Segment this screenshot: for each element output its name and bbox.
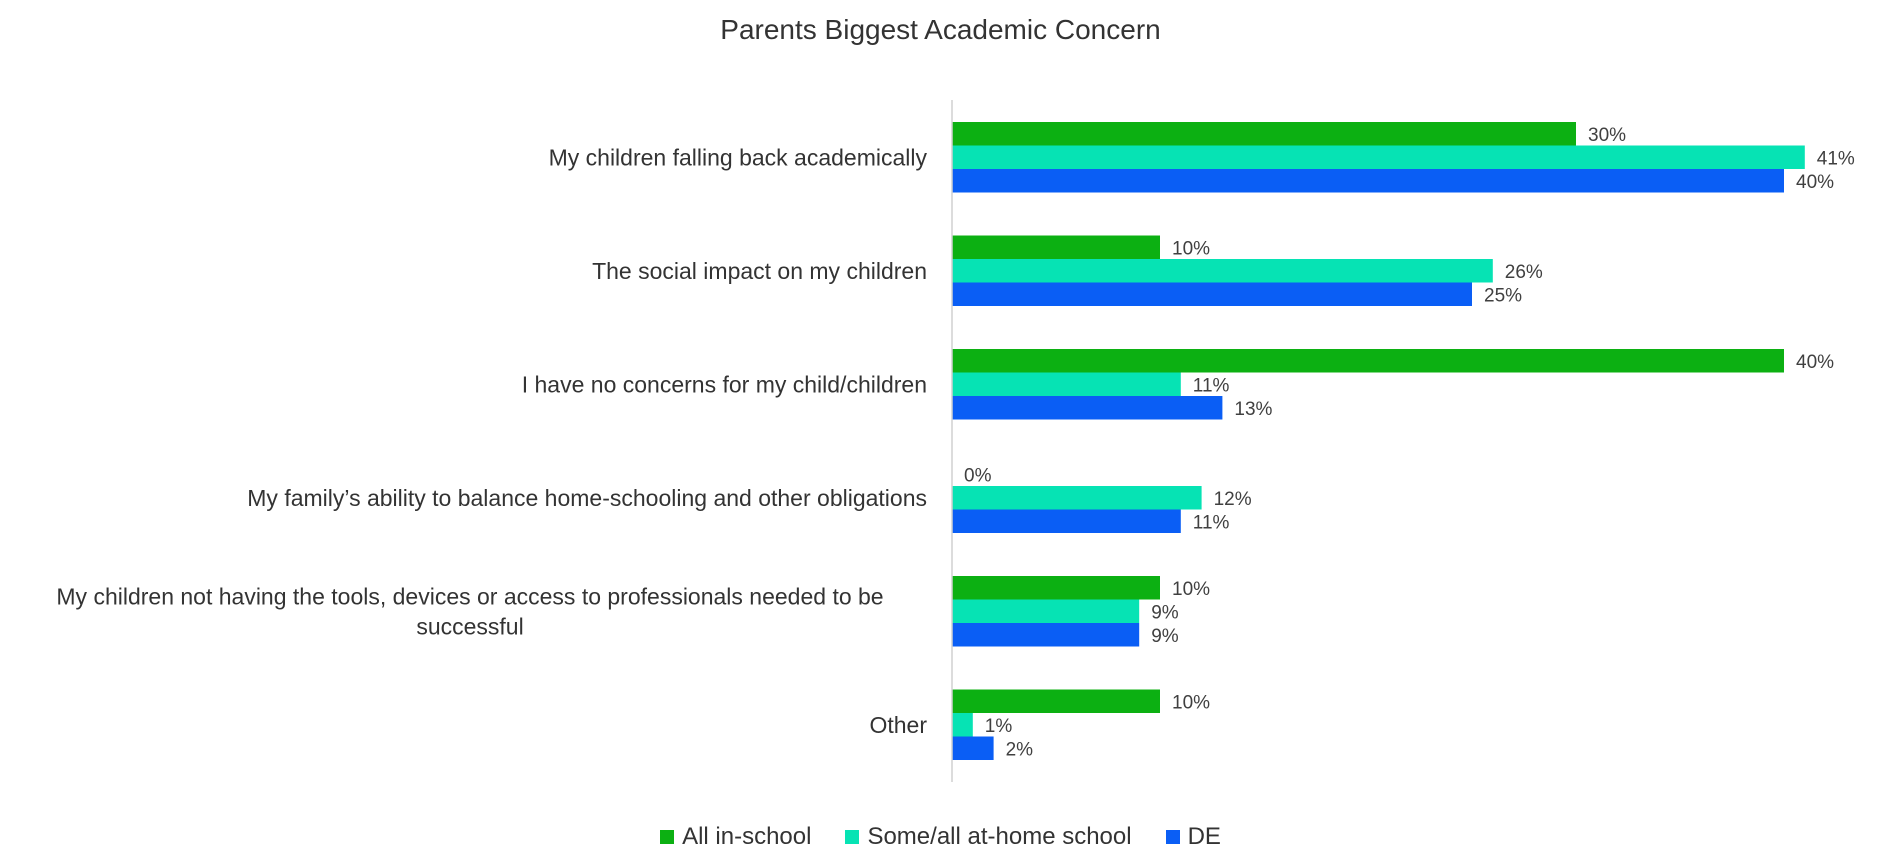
bar-category-3-series-2 bbox=[952, 372, 1181, 396]
legend-label-all-in-school: All in-school bbox=[682, 823, 812, 850]
bar-category-5-series-1 bbox=[952, 576, 1160, 600]
legend-item-at-home-school: Some/all at-home school bbox=[845, 823, 1132, 851]
category-5-label: My children not having the tools, device… bbox=[56, 583, 883, 639]
value-label-category-2-series-2: 26% bbox=[1505, 262, 1543, 283]
bar-category-3-series-3 bbox=[952, 396, 1223, 420]
value-label-category-2-series-3: 25% bbox=[1484, 285, 1522, 306]
value-label-category-4-series-1: 0% bbox=[964, 465, 992, 486]
bar-category-3-series-1 bbox=[952, 349, 1784, 373]
legend-swatch-all-in-school bbox=[660, 830, 675, 844]
category-6-label: Other bbox=[869, 712, 927, 738]
value-label-category-4-series-2: 12% bbox=[1214, 489, 1252, 510]
bar-category-2-series-1 bbox=[952, 235, 1160, 259]
bar-category-4-series-2 bbox=[952, 486, 1202, 510]
legend-label-at-home-school: Some/all at-home school bbox=[867, 823, 1132, 850]
bar-category-4-series-3 bbox=[952, 509, 1181, 533]
value-label-category-6-series-1: 10% bbox=[1172, 692, 1210, 713]
value-label-category-3-series-2: 11% bbox=[1193, 375, 1230, 396]
value-label-category-2-series-1: 10% bbox=[1172, 238, 1210, 259]
value-label-category-1-series-2: 41% bbox=[1817, 148, 1855, 169]
bar-category-6-series-3 bbox=[952, 736, 994, 760]
legend-item-all-in-school: All in-school bbox=[660, 823, 811, 851]
legend-swatch-de bbox=[1165, 830, 1180, 844]
legend-item-de: DE bbox=[1165, 823, 1221, 851]
bar-category-1-series-3 bbox=[952, 169, 1784, 193]
bar-category-2-series-2 bbox=[952, 259, 1493, 283]
value-label-category-1-series-3: 40% bbox=[1796, 172, 1834, 193]
value-label-category-3-series-3: 13% bbox=[1234, 399, 1272, 420]
value-label-category-1-series-1: 30% bbox=[1588, 125, 1626, 146]
value-label-category-6-series-3: 2% bbox=[1006, 739, 1034, 760]
value-label-category-3-series-1: 40% bbox=[1796, 352, 1834, 373]
legend-label-de: DE bbox=[1187, 823, 1221, 850]
category-5-label-line-1: My children not having the tools, device… bbox=[56, 583, 883, 609]
value-label-category-6-series-2: 1% bbox=[985, 716, 1013, 737]
bars-layer bbox=[952, 122, 1805, 760]
bar-category-6-series-2 bbox=[952, 713, 973, 737]
value-label-category-5-series-1: 10% bbox=[1172, 579, 1210, 600]
legend: All in-school Some/all at-home school DE bbox=[0, 823, 1881, 851]
bar-category-6-series-1 bbox=[952, 689, 1160, 713]
bar-category-5-series-2 bbox=[952, 599, 1140, 623]
category-4-label: My family’s ability to balance home-scho… bbox=[247, 485, 927, 511]
bar-category-5-series-3 bbox=[952, 623, 1140, 647]
chart-title: Parents Biggest Academic Concern bbox=[720, 14, 1161, 45]
value-label-category-4-series-3: 11% bbox=[1193, 512, 1230, 533]
bar-category-2-series-3 bbox=[952, 282, 1472, 306]
category-3-label: I have no concerns for my child/children bbox=[522, 371, 927, 397]
bar-category-1-series-2 bbox=[952, 145, 1805, 169]
category-5-label-line-2: successful bbox=[416, 613, 523, 639]
category-2-label: The social impact on my children bbox=[592, 258, 927, 284]
category-1-label: My children falling back academically bbox=[549, 144, 928, 170]
value-label-category-5-series-3: 9% bbox=[1151, 626, 1179, 647]
labels-layer: My children falling back academically 30%… bbox=[56, 125, 1855, 761]
value-label-category-5-series-2: 9% bbox=[1151, 602, 1179, 623]
legend-swatch-at-home-school bbox=[845, 830, 860, 844]
bar-category-1-series-1 bbox=[952, 122, 1576, 146]
